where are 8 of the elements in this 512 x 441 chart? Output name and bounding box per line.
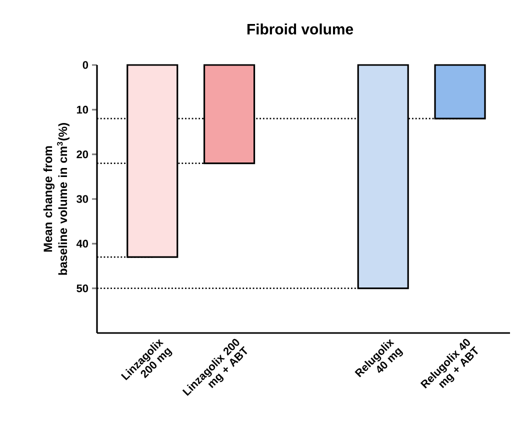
y-tick-label: 10 (76, 106, 88, 114)
y-tick-label: 30 (76, 195, 88, 203)
y-tick-label: 40 (76, 240, 88, 248)
y-tick-label: 20 (76, 150, 88, 158)
chart-title: Fibroid volume (247, 24, 354, 34)
y-tick-label: 50 (76, 284, 88, 292)
y-tick-label: 0 (82, 61, 88, 69)
y-axis-title: Mean change from baseline volume in cm$^{3}$(%) (43, 123, 70, 275)
